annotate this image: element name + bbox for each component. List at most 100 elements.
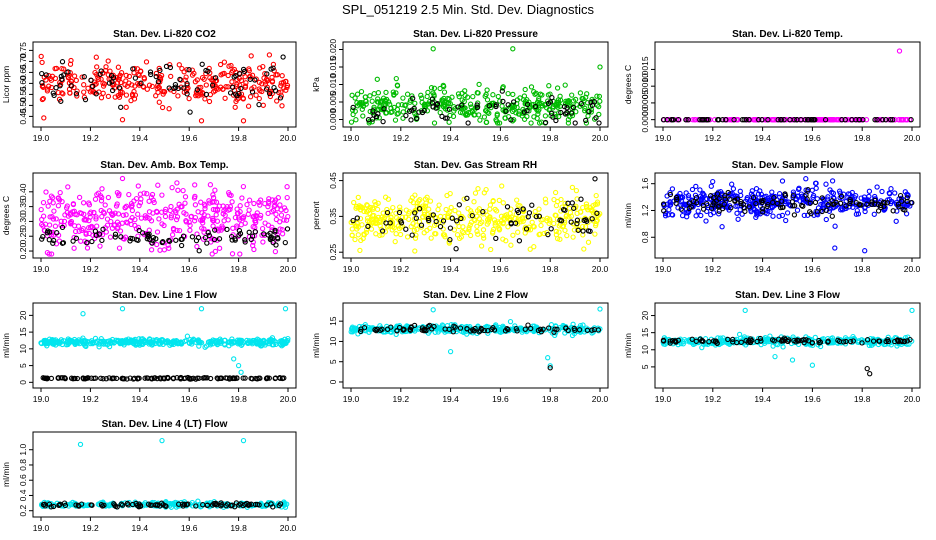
data-point bbox=[491, 217, 498, 223]
data-point bbox=[496, 197, 502, 204]
data-point bbox=[675, 117, 682, 123]
data-point bbox=[265, 203, 271, 210]
data-point bbox=[150, 237, 156, 244]
data-point bbox=[281, 217, 287, 223]
data-point bbox=[814, 209, 821, 215]
data-point bbox=[536, 96, 542, 102]
data-point bbox=[38, 206, 44, 213]
data-point bbox=[274, 72, 281, 78]
data-point bbox=[568, 219, 574, 225]
y-tick-label: 20 bbox=[640, 311, 650, 321]
data-point bbox=[829, 213, 835, 219]
data-point bbox=[721, 201, 727, 207]
data-point bbox=[375, 214, 382, 221]
data-point bbox=[150, 341, 156, 347]
data-point bbox=[262, 200, 268, 207]
data-point bbox=[282, 78, 289, 85]
data-point bbox=[662, 213, 669, 219]
data-point bbox=[752, 207, 758, 213]
data-point bbox=[776, 191, 783, 197]
data-point bbox=[246, 207, 252, 213]
data-point bbox=[862, 248, 868, 254]
data-point bbox=[545, 92, 552, 98]
data-point bbox=[904, 198, 910, 205]
data-point bbox=[225, 217, 231, 223]
y-tick-label: 0.0005 bbox=[640, 90, 650, 116]
data-point bbox=[678, 206, 684, 212]
data-point bbox=[585, 113, 591, 119]
data-point bbox=[98, 207, 104, 214]
data-point bbox=[594, 93, 600, 99]
data-point bbox=[408, 117, 414, 123]
data-point bbox=[483, 186, 489, 193]
y-tick-label: 15 bbox=[18, 327, 28, 337]
data-point bbox=[568, 213, 575, 219]
data-point bbox=[504, 204, 511, 210]
data-point bbox=[373, 113, 380, 120]
x-tick-label: 19.4 bbox=[754, 394, 771, 404]
data-point bbox=[809, 187, 815, 193]
data-point bbox=[87, 224, 94, 231]
x-tick-label: 20.0 bbox=[592, 133, 609, 143]
data-point bbox=[710, 202, 716, 208]
data-point bbox=[562, 111, 569, 117]
data-point bbox=[58, 73, 64, 80]
data-point bbox=[274, 98, 280, 104]
data-point bbox=[853, 200, 859, 206]
data-point bbox=[122, 82, 128, 88]
data-point bbox=[710, 210, 717, 216]
data-point bbox=[558, 218, 565, 224]
data-point bbox=[94, 223, 100, 229]
data-point bbox=[532, 208, 538, 215]
data-point bbox=[683, 190, 689, 196]
data-point bbox=[47, 75, 54, 82]
data-point bbox=[390, 204, 396, 211]
data-point bbox=[540, 216, 546, 223]
data-point bbox=[242, 74, 248, 80]
y-tick-label: 1.2 bbox=[640, 204, 650, 216]
data-point bbox=[155, 89, 161, 96]
data-point bbox=[686, 195, 692, 201]
data-point bbox=[269, 224, 275, 230]
data-point bbox=[758, 198, 765, 204]
data-point bbox=[374, 76, 380, 82]
data-point bbox=[464, 195, 470, 201]
data-point bbox=[457, 109, 464, 116]
data-point bbox=[667, 191, 674, 198]
data-point bbox=[861, 194, 868, 200]
data-point bbox=[813, 185, 819, 191]
data-point bbox=[119, 220, 125, 226]
data-point bbox=[179, 203, 185, 210]
series-main bbox=[38, 437, 290, 510]
data-point bbox=[240, 437, 247, 444]
data-point bbox=[508, 242, 514, 248]
data-point bbox=[565, 200, 571, 206]
data-point bbox=[282, 306, 289, 312]
data-point bbox=[505, 90, 511, 97]
data-point bbox=[475, 186, 481, 192]
x-tick-label: 19.0 bbox=[33, 264, 50, 274]
x-tick-label: 19.0 bbox=[33, 133, 50, 143]
data-point bbox=[72, 228, 79, 235]
data-point bbox=[154, 229, 161, 235]
data-point bbox=[908, 117, 914, 123]
data-point bbox=[40, 199, 47, 206]
data-point bbox=[149, 240, 155, 246]
data-point bbox=[456, 210, 462, 216]
data-point bbox=[453, 246, 459, 252]
data-point bbox=[155, 79, 162, 85]
data-point bbox=[232, 237, 238, 243]
data-point bbox=[148, 194, 155, 200]
data-point bbox=[98, 336, 104, 342]
data-point bbox=[113, 203, 120, 209]
data-point bbox=[454, 232, 461, 238]
y-tick-label: 0.75 bbox=[18, 42, 28, 59]
data-point bbox=[843, 203, 849, 209]
data-point bbox=[413, 215, 419, 221]
data-point bbox=[467, 101, 474, 107]
panel-title: Stan. Dev. Gas Stream RH bbox=[414, 160, 537, 171]
data-point bbox=[363, 229, 370, 236]
data-point bbox=[148, 247, 155, 253]
data-point bbox=[285, 213, 291, 220]
